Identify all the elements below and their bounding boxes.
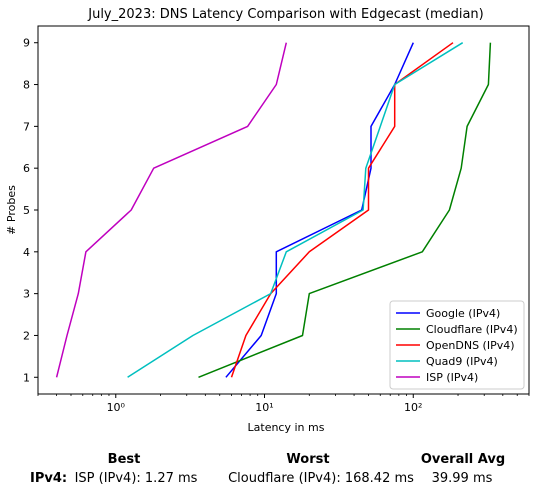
- y-tick-label: 4: [23, 246, 30, 259]
- chart-title: July_2023: DNS Latency Comparison with E…: [87, 7, 484, 22]
- y-tick-label: 5: [23, 204, 30, 217]
- y-tick-label: 9: [23, 37, 30, 50]
- legend-label: Google (IPv4): [426, 307, 500, 320]
- series-line-cloudflare-ipv4: [198, 42, 492, 378]
- series-line-opendns-ipv4: [230, 42, 454, 378]
- axes: 10⁰ 10¹ 10² 1 2 3 4 5 6 7 8 9: [23, 25, 530, 414]
- worst-value: Cloudflare (IPv4): 168.42 ms: [228, 471, 414, 486]
- y-tick-label: 8: [23, 79, 30, 92]
- y-tick-label: 6: [23, 162, 30, 175]
- overall-avg-value: 39.99 ms: [431, 471, 493, 486]
- x-axis-label: Latency in ms: [248, 421, 325, 434]
- best-header: Best: [107, 452, 141, 467]
- legend-label: ISP (IPv4): [426, 371, 478, 384]
- legend-label: Quad9 (IPv4): [426, 355, 498, 368]
- latency-chart: July_2023: DNS Latency Comparison with E…: [5, 7, 530, 434]
- ipv4-row-label: IPv4:: [30, 471, 67, 486]
- worst-header: Worst: [286, 452, 330, 467]
- legend-box: [389, 300, 525, 390]
- ipv4-row-label-text: IPv4: [30, 471, 62, 486]
- series-lines: [55, 42, 492, 378]
- overall-avg-header: Overall Avg: [420, 452, 506, 467]
- y-tick-label: 2: [23, 329, 30, 342]
- ipv4-row-label-colon: :: [61, 471, 68, 486]
- x-tick-label: 10⁰: [107, 401, 126, 414]
- y-tick-label: 1: [23, 371, 30, 384]
- legend-label: OpenDNS (IPv4): [426, 339, 515, 352]
- series-line-google-ipv4: [225, 42, 414, 378]
- series-line-isp-ipv4: [55, 42, 288, 378]
- y-tick-label: 3: [23, 288, 30, 301]
- y-axis-label: # Probes: [5, 185, 18, 235]
- legend: Google (IPv4) Cloudflare (IPv4) OpenDNS (I…: [389, 300, 525, 390]
- series-line-quad9-ipv4: [127, 42, 464, 378]
- legend-label: Cloudflare (IPv4): [426, 323, 518, 336]
- x-tick-label: 10²: [404, 401, 422, 414]
- y-tick-label: 7: [23, 120, 30, 133]
- x-tick-label: 10¹: [255, 401, 273, 414]
- best-value: ISP (IPv4): 1.27 ms: [74, 471, 198, 486]
